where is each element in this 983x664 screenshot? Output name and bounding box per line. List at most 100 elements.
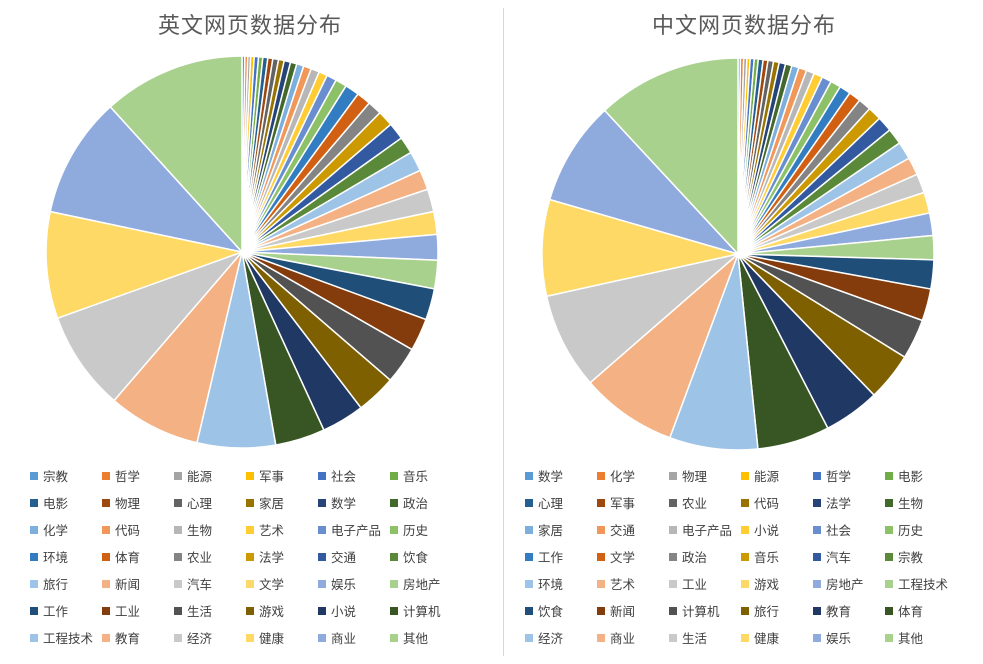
legend-item: 电子产品 xyxy=(318,520,390,539)
legend-label: 健康 xyxy=(259,631,285,646)
legend-label: 汽车 xyxy=(826,550,852,565)
legend-item: 化学 xyxy=(597,466,669,485)
legend-item: 心理 xyxy=(525,493,597,512)
legend-item: 心理 xyxy=(174,493,246,512)
legend-item: 电影 xyxy=(30,493,102,512)
legend-swatch xyxy=(102,525,110,534)
legend-item: 新闻 xyxy=(597,601,669,620)
legend-item: 物理 xyxy=(669,466,741,485)
legend-item: 游戏 xyxy=(246,601,318,620)
legend-item: 旅行 xyxy=(30,574,102,593)
chart-title: 英文网页数据分布 xyxy=(157,14,342,39)
legend-swatch xyxy=(885,498,893,507)
legend-swatch xyxy=(525,579,533,588)
legend-label: 能源 xyxy=(754,469,780,484)
legend-item: 文学 xyxy=(597,547,669,566)
legend-item: 法学 xyxy=(246,547,318,566)
legend-label: 军事 xyxy=(259,469,285,484)
legend-swatch xyxy=(741,579,749,588)
legend-item: 环境 xyxy=(30,547,102,566)
legend-label: 环境 xyxy=(538,577,564,592)
legend-label: 饮食 xyxy=(538,604,564,619)
legend-swatch xyxy=(318,606,326,615)
legend-label: 游戏 xyxy=(259,604,285,619)
legend-label: 政治 xyxy=(403,496,429,511)
legend-item: 生物 xyxy=(885,493,957,512)
legend-swatch xyxy=(669,579,677,588)
legend-swatch xyxy=(318,498,326,507)
legend-item: 工程技术 xyxy=(30,628,102,647)
legend-swatch xyxy=(597,579,605,588)
legend-label: 旅行 xyxy=(43,577,69,592)
legend-swatch xyxy=(741,471,749,480)
legend-label: 商业 xyxy=(610,631,636,646)
legend-swatch xyxy=(525,525,533,534)
legend-swatch xyxy=(102,606,110,615)
legend-item: 电影 xyxy=(885,466,957,485)
legend-swatch xyxy=(30,606,38,615)
legend-label: 饮食 xyxy=(403,550,429,565)
legend-label: 农业 xyxy=(187,550,213,565)
legend-label: 生活 xyxy=(187,604,213,619)
legend-swatch xyxy=(174,579,182,588)
legend-label: 心理 xyxy=(538,496,564,511)
legend-swatch xyxy=(390,606,398,615)
legend-item: 物理 xyxy=(102,493,174,512)
legend-swatch xyxy=(318,471,326,480)
legend-swatch xyxy=(246,525,254,534)
pie-slice-健康 xyxy=(541,198,739,297)
legend-swatch xyxy=(525,552,533,561)
legend-label: 教育 xyxy=(115,631,141,646)
legend-swatch xyxy=(813,606,821,615)
legend-label: 代码 xyxy=(115,523,141,538)
legend-label: 艺术 xyxy=(610,577,636,592)
pie-chart-panel-english: 英文网页数据分布 宗教 哲学 能源 军事 社会 音乐 电影 物理 心理 家居 数学 政治 化学 代码 生物 艺… xyxy=(30,14,462,647)
legend-item: 其他 xyxy=(885,628,957,647)
legend-label: 娱乐 xyxy=(331,577,357,592)
legend-swatch xyxy=(669,606,677,615)
legend-swatch xyxy=(102,471,110,480)
legend-item: 宗教 xyxy=(30,466,102,485)
legend-item: 音乐 xyxy=(741,547,813,566)
legend-swatch xyxy=(30,633,38,642)
legend-swatch xyxy=(174,552,182,561)
legend-label: 文学 xyxy=(259,577,285,592)
legend-item: 代码 xyxy=(102,520,174,539)
legend-label: 社会 xyxy=(826,523,852,538)
legend-swatch xyxy=(885,525,893,534)
legend-label: 哲学 xyxy=(826,469,852,484)
legend-item: 法学 xyxy=(813,493,885,512)
legend-label: 工作 xyxy=(538,550,564,565)
legend-label: 交通 xyxy=(610,523,636,538)
legend-label: 电影 xyxy=(898,469,924,484)
pie-slice-健康 xyxy=(45,210,243,319)
legend-swatch xyxy=(390,471,398,480)
legend-item: 政治 xyxy=(390,493,462,512)
legend-swatch xyxy=(102,498,110,507)
legend-label: 电子产品 xyxy=(331,523,382,538)
legend-item: 交通 xyxy=(597,520,669,539)
legend-swatch xyxy=(30,498,38,507)
legend-swatch xyxy=(30,471,38,480)
legend-swatch xyxy=(525,498,533,507)
legend-swatch xyxy=(30,552,38,561)
legend-swatch xyxy=(669,525,677,534)
legend-item: 体育 xyxy=(885,601,957,620)
legend-label: 小说 xyxy=(331,604,357,619)
legend-label: 社会 xyxy=(331,469,357,484)
legend-label: 其他 xyxy=(898,631,924,646)
legend-item: 工作 xyxy=(525,547,597,566)
legend-swatch xyxy=(390,525,398,534)
legend-swatch xyxy=(30,525,38,534)
legend-label: 健康 xyxy=(754,631,780,646)
legend-label: 历史 xyxy=(898,523,924,538)
legend-item: 数学 xyxy=(318,493,390,512)
legend-item: 汽车 xyxy=(174,574,246,593)
legend-label: 音乐 xyxy=(754,550,780,565)
legend-label: 生物 xyxy=(187,523,213,538)
legend-item: 数学 xyxy=(525,466,597,485)
legend-label: 游戏 xyxy=(754,577,780,592)
legend-label: 工程技术 xyxy=(898,577,949,592)
legend-swatch xyxy=(246,606,254,615)
legend-swatch xyxy=(813,633,821,642)
